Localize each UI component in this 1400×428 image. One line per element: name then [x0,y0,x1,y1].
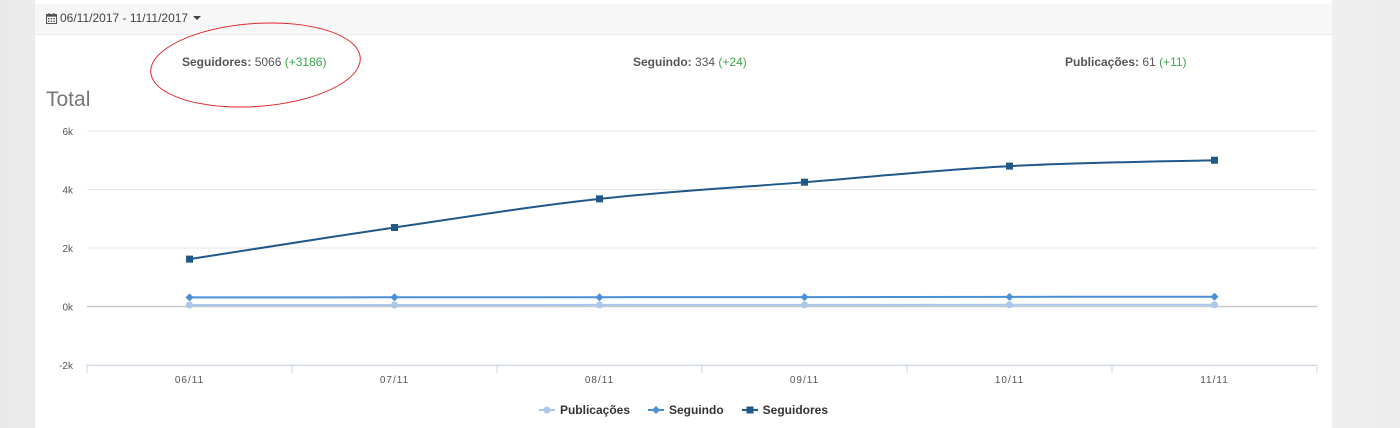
data-point-seguindo [185,293,194,302]
y-tick-label: 2k [62,244,74,255]
stat-following-label: Seguindo: [633,55,692,69]
data-point-publicacoes [1006,301,1013,309]
data-point-seguidores [391,224,398,232]
stat-followers-delta: (+3186) [284,55,327,69]
caret-down-icon [193,16,202,20]
data-point-publicacoes [801,301,808,309]
data-point-seguidores [1006,162,1013,170]
stat-posts-value: 61 [1142,55,1156,69]
stat-followers-value: 5066 [254,55,282,69]
data-point-seguidores [801,178,808,186]
data-point-publicacoes [391,301,398,309]
data-point-seguidores [186,255,193,263]
chart-legend: Publicações Seguindo Seguidores [35,403,1332,417]
date-range-label: 06/11/2017 - 11/11/2017 [60,11,189,25]
legend-item-seguindo[interactable]: Seguindo [648,403,724,417]
date-range-picker[interactable]: 06/11/2017 - 11/11/2017 [46,11,202,25]
data-point-seguidores [1211,156,1218,164]
data-point-seguindo [800,293,809,302]
legend-marker-publicacoes-icon [538,406,555,414]
line-chart: -2k 0k 2k 4k 6k 06/11 07/11 08/11 09/11 10/11 11/1… [59,127,1318,386]
data-point-seguindo [1005,292,1014,301]
data-point-publicacoes [596,301,603,309]
y-tick-label: -2k [59,361,74,372]
toolbar: 06/11/2017 - 11/11/2017 [35,4,1332,35]
legend-label-seguidores: Seguidores [762,403,829,417]
stat-posts: Publicações: 61 (+11) [1065,55,1187,69]
data-point-seguindo [595,293,604,302]
legend-item-publicacoes[interactable]: Publicações [538,403,630,417]
series-line-seguidores [189,159,1215,261]
data-point-seguindo [1210,292,1219,301]
y-tick-label: 6k [62,127,74,138]
chart-section-title: Total [46,88,91,111]
data-point-publicacoes [186,301,193,309]
x-tick-label: 11/11 [1200,375,1229,386]
stat-posts-label: Publicações: [1065,55,1140,69]
x-tick-label: 08/11 [585,375,614,386]
stat-following: Seguindo: 334 (+24) [633,55,747,69]
x-tick-label: 09/11 [790,375,819,386]
data-point-seguidores [596,195,603,203]
dashboard-panel: 06/11/2017 - 11/11/2017 Seguidores: 5066… [35,0,1332,428]
x-tick-label: 06/11 [175,375,204,386]
data-point-seguindo [390,293,399,302]
legend-marker-seguindo-icon [648,406,664,414]
legend-label-seguindo: Seguindo [669,403,724,417]
data-point-publicacoes [1211,301,1218,309]
stat-followers: Seguidores: 5066 (+3186) [182,55,326,69]
legend-item-seguidores[interactable]: Seguidores [741,403,829,417]
calendar-icon [46,12,57,24]
stat-following-value: 334 [695,55,716,69]
series-line-seguindo [189,295,1215,299]
x-tick-label: 07/11 [380,375,409,386]
stat-posts-delta: (+11) [1159,55,1187,69]
x-tick-label: 10/11 [995,375,1024,386]
stat-following-delta: (+24) [718,55,747,69]
legend-label-publicacoes: Publicações [559,403,630,417]
y-tick-label: 0k [62,303,74,314]
y-tick-label: 4k [62,186,74,197]
stat-followers-label: Seguidores: [182,55,252,69]
legend-marker-seguidores-icon [741,406,758,414]
